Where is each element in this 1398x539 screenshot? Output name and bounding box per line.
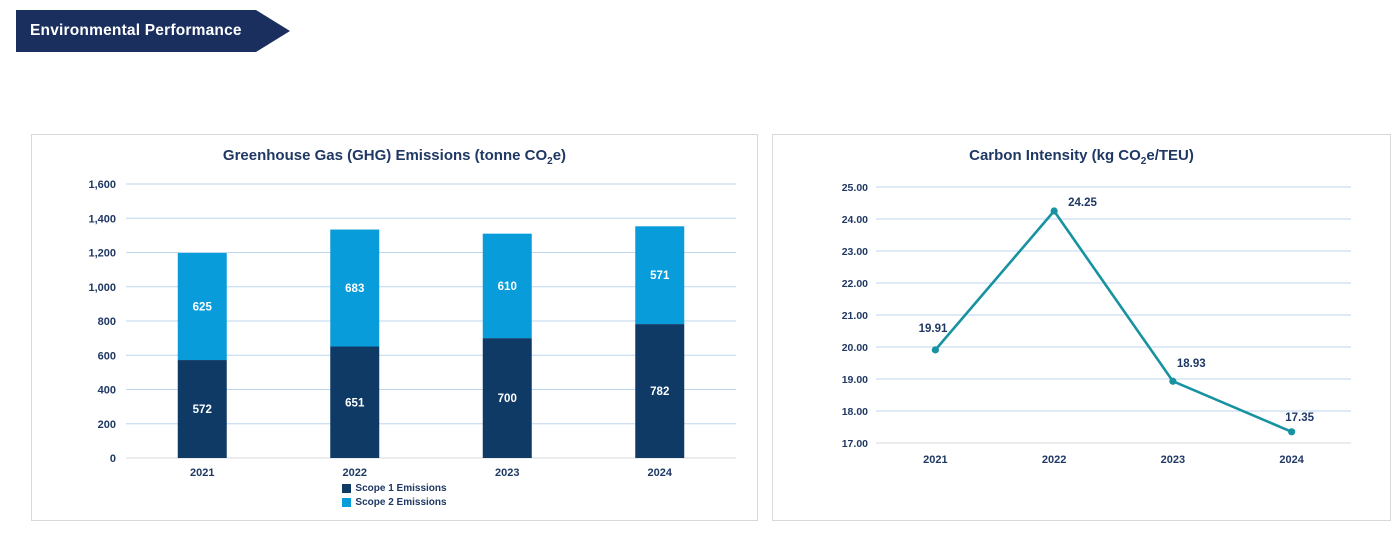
legend-item-scope2: Scope 2 Emissions <box>342 496 447 509</box>
legend-item-scope1: Scope 1 Emissions <box>342 482 447 495</box>
y-axis-tick-label: 1,200 <box>88 248 116 260</box>
data-point-marker <box>1050 207 1058 215</box>
y-axis-tick-label: 21.00 <box>842 310 868 322</box>
bar-segment-scope-1-emissions <box>635 324 685 458</box>
bar-segment-scope-2-emissions <box>482 233 532 339</box>
y-axis-tick-label: 25.00 <box>842 182 868 194</box>
ci-chart-title-sub: 2 <box>1140 156 1147 167</box>
data-point-marker <box>1288 428 1296 436</box>
y-axis-tick-label: 600 <box>98 350 116 362</box>
bar-segment-scope-1-emissions <box>330 346 380 458</box>
data-point-label: 17.35 <box>1285 412 1314 424</box>
x-axis-tick-label: 2021 <box>190 467 214 479</box>
ci-chart-title-post: e/TEU) <box>1146 147 1194 164</box>
bar-value-label: 700 <box>498 393 517 405</box>
bar-value-label: 683 <box>345 283 364 295</box>
section-banner-label: Environmental Performance <box>30 22 242 39</box>
y-axis-tick-label: 20.00 <box>842 342 868 354</box>
x-axis-tick-label: 2022 <box>343 467 367 479</box>
scope1-legend-label: Scope 1 Emissions <box>355 483 447 494</box>
y-axis-tick-label: 17.00 <box>842 438 868 450</box>
data-point-label: 19.91 <box>919 323 948 335</box>
data-point-label: 24.25 <box>1068 197 1097 209</box>
ghg-emissions-chart-panel: Greenhouse Gas (GHG) Emissions (tonne CO… <box>31 134 758 521</box>
y-axis-tick-label: 800 <box>98 316 116 328</box>
bar-value-label: 625 <box>193 302 213 314</box>
bar-segment-scope-1-emissions <box>177 360 227 458</box>
ghg-chart-title-sub: 2 <box>547 156 553 167</box>
x-axis-tick-label: 2024 <box>1279 454 1304 466</box>
bar-segment-scope-2-emissions <box>635 226 685 325</box>
y-axis-tick-label: 22.00 <box>842 278 868 290</box>
x-axis-tick-label: 2023 <box>495 467 519 479</box>
bar-value-label: 572 <box>193 404 212 416</box>
bar-value-label: 651 <box>345 397 365 409</box>
ghg-emissions-bar-chart: 0 200 400 600 800 1,000 1,200 1,400 1,600 572 625 2… <box>88 179 736 479</box>
y-axis-tick-label: 18.00 <box>842 406 868 418</box>
y-axis-tick-label: 1,000 <box>88 282 116 294</box>
carbon-intensity-chart-title: Carbon Intensity (kg CO2e/TEU) <box>773 147 1390 167</box>
x-axis-tick-label: 2021 <box>923 454 947 466</box>
data-point-label: 18.93 <box>1177 358 1206 370</box>
bar-value-label: 610 <box>498 281 517 293</box>
x-axis-tick-label: 2024 <box>648 467 673 479</box>
y-axis-tick-label: 0 <box>110 453 116 465</box>
scope2-legend-label: Scope 2 Emissions <box>355 497 447 508</box>
data-point-marker <box>1169 377 1177 385</box>
y-axis-tick-label: 24.00 <box>842 214 868 226</box>
y-axis-tick-label: 400 <box>98 385 116 397</box>
ghg-chart-title: Greenhouse Gas (GHG) Emissions (tonne CO… <box>32 147 757 167</box>
y-axis-tick-label: 23.00 <box>842 246 868 258</box>
carbon-intensity-line-chart: 17.00 18.00 19.00 20.00 21.00 22.00 23.00 24.00… <box>842 182 1351 466</box>
ci-chart-title-pre: Carbon Intensity (kg CO <box>969 147 1141 164</box>
carbon-intensity-chart-panel: Carbon Intensity (kg CO2e/TEU) 17.00 18.0… <box>772 134 1391 521</box>
data-point-marker <box>931 346 939 354</box>
y-axis-tick-label: 200 <box>98 419 116 431</box>
bar-segment-scope-1-emissions <box>482 338 532 458</box>
scope1-legend-swatch-icon <box>342 484 352 493</box>
bar-segment-scope-2-emissions <box>177 253 227 361</box>
section-banner-arrow: Environmental Performance <box>16 10 290 52</box>
carbon-intensity-line <box>934 209 1293 434</box>
bar-segment-scope-2-emissions <box>330 229 380 347</box>
x-axis-tick-label: 2023 <box>1161 454 1185 466</box>
bar-value-label: 571 <box>650 270 670 282</box>
ghg-chart-title-pre: Greenhouse Gas (GHG) Emissions (tonne CO <box>222 147 548 164</box>
y-axis-tick-label: 19.00 <box>842 374 868 386</box>
y-axis-tick-label: 1,400 <box>88 213 116 225</box>
y-axis-tick-label: 1,600 <box>88 179 116 191</box>
scope2-legend-swatch-icon <box>342 498 352 507</box>
bar-value-label: 782 <box>650 386 669 398</box>
ghg-chart-title-post: e) <box>552 147 567 164</box>
ghg-chart-legend: Scope 1 Emissions Scope 2 Emissions <box>32 482 757 509</box>
x-axis-tick-label: 2022 <box>1042 454 1066 466</box>
